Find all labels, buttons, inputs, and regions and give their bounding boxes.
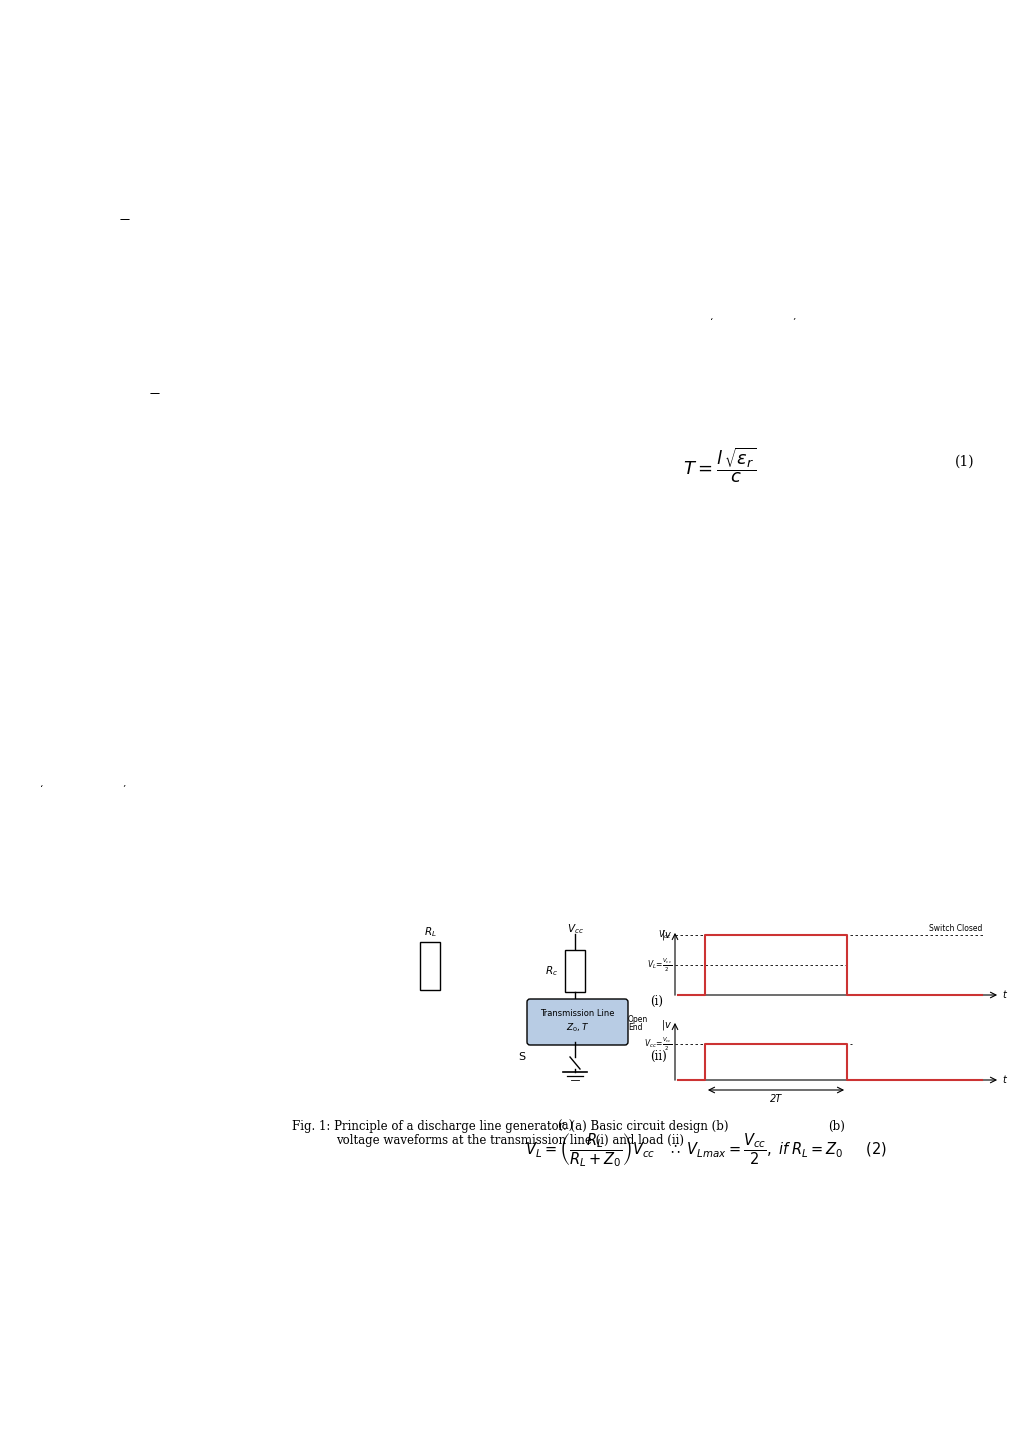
Text: (i): (i) <box>649 995 662 1008</box>
Text: $V_L = \left(\dfrac{R_L}{R_L + Z_0}\right) V_{cc}$   $\therefore\; V_{Lmax} = \d: $V_L = \left(\dfrac{R_L}{R_L + Z_0}\righ… <box>525 1131 887 1169</box>
Text: $|v$: $|v$ <box>660 929 672 942</box>
Text: t: t <box>1001 991 1005 999</box>
Text: S: S <box>518 1053 525 1061</box>
Text: Fig. 1: Principle of a discharge line generator. (a) Basic circuit design (b): Fig. 1: Principle of a discharge line ge… <box>291 1120 728 1133</box>
Text: $Z_0, T$: $Z_0, T$ <box>566 1022 589 1034</box>
Text: (a): (a) <box>556 1120 573 1133</box>
Text: t: t <box>1001 1074 1005 1084</box>
Text: 2T: 2T <box>769 1094 782 1105</box>
Bar <box>420 942 439 991</box>
Text: $V_{cc}$: $V_{cc}$ <box>566 921 583 936</box>
Text: voltage waveforms at the transmission line (i) and load (ii): voltage waveforms at the transmission li… <box>335 1133 684 1146</box>
Text: $V_{cc}\!=\!\frac{V_{cc}}{2}$: $V_{cc}\!=\!\frac{V_{cc}}{2}$ <box>643 1035 672 1053</box>
Text: Transmission Line: Transmission Line <box>540 1009 614 1018</box>
Text: (b): (b) <box>827 1120 845 1133</box>
Text: $R_c$: $R_c$ <box>544 965 557 978</box>
Text: (ii): (ii) <box>649 1050 666 1063</box>
Text: $V_L\!=\!\frac{V_{cc}}{2}$: $V_L\!=\!\frac{V_{cc}}{2}$ <box>646 956 672 973</box>
Bar <box>565 950 585 992</box>
Text: Switch Closed: Switch Closed <box>927 924 981 933</box>
Text: $R_L$: $R_L$ <box>423 924 436 939</box>
Text: End: End <box>628 1024 642 1032</box>
Text: (1): (1) <box>955 456 974 469</box>
Text: $|v$: $|v$ <box>660 1018 672 1032</box>
Text: $T = \dfrac{l\,\sqrt{\varepsilon_r}}{c}$: $T = \dfrac{l\,\sqrt{\varepsilon_r}}{c}$ <box>683 446 756 485</box>
Text: Open: Open <box>628 1015 648 1024</box>
FancyBboxPatch shape <box>527 999 628 1045</box>
Text: $V_{cc}$: $V_{cc}$ <box>657 929 672 942</box>
